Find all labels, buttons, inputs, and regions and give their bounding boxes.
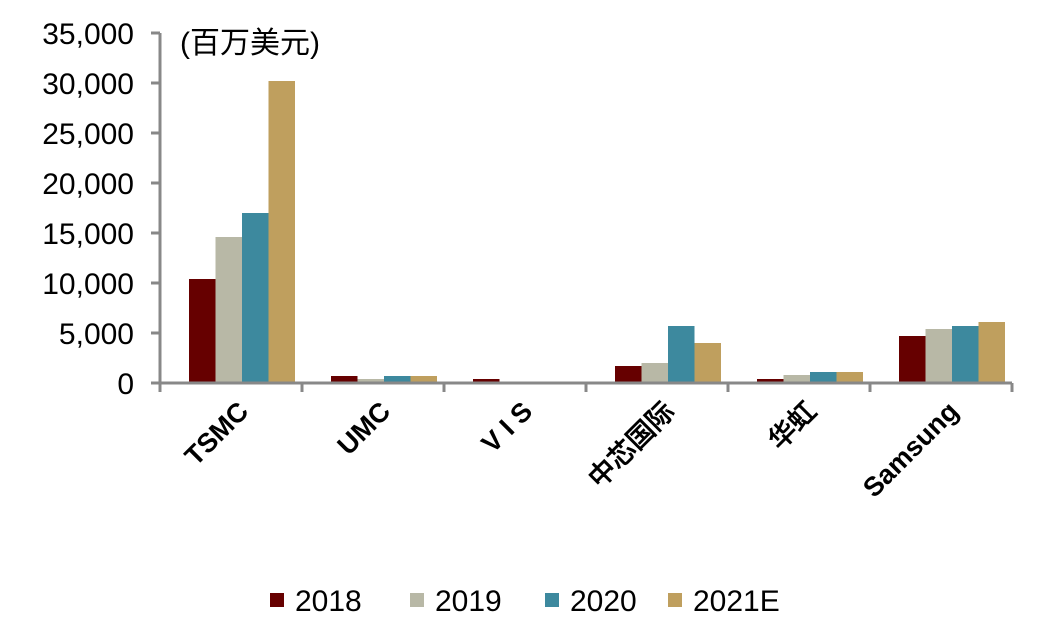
legend-swatch-2021E <box>668 593 682 607</box>
y-tick-label: 5,000 <box>59 318 134 351</box>
y-tick-label: 25,000 <box>42 118 134 151</box>
x-tick-label: 中芯国际 <box>583 396 681 494</box>
x-tick-label: 华虹 <box>762 395 822 455</box>
bar-2018-5 <box>899 336 926 383</box>
y-tick-label: 15,000 <box>42 218 134 251</box>
unit-label: (百万美元) <box>180 27 320 60</box>
bar-2019-5 <box>925 329 952 383</box>
legend-swatch-2020 <box>545 593 559 607</box>
bar-2018-1 <box>331 376 358 383</box>
legend-label: 2021E <box>693 585 780 618</box>
bar-2018-3 <box>615 366 642 383</box>
x-tick-label: Samsung <box>857 396 964 503</box>
legend-swatch-2018 <box>270 593 284 607</box>
bar-2021E-3 <box>694 343 721 383</box>
bar-2019-1 <box>357 379 384 383</box>
bar-2021E-5 <box>978 322 1005 383</box>
bars-layer <box>189 81 1005 383</box>
bar-2020-3 <box>668 326 695 383</box>
bar-2021E-4 <box>836 372 863 383</box>
axes-layer: 0 5,000 10,000 15,000 20,000 25,000 30,000 35,0… <box>42 18 1014 503</box>
bar-2020-4 <box>810 372 837 383</box>
y-tick-label: 10,000 <box>42 268 134 301</box>
legend-label: 2018 <box>295 585 362 618</box>
bar-2018-2 <box>473 379 500 383</box>
y-tick-label: 20,000 <box>42 168 134 201</box>
bar-2021E-1 <box>410 376 437 383</box>
legend: 2018 2019 2020 2021E <box>270 585 780 618</box>
y-tick-label: 0 <box>117 368 134 401</box>
bar-2019-3 <box>641 363 668 383</box>
legend-label: 2019 <box>435 585 502 618</box>
bar-2021E-0 <box>268 81 295 383</box>
y-tick-label: 35,000 <box>42 18 134 51</box>
bar-2020-1 <box>384 376 411 383</box>
x-tick-label: UMC <box>332 396 397 461</box>
x-tick-label: TSMC <box>179 396 254 471</box>
bar-2020-5 <box>952 326 979 383</box>
bar-2018-0 <box>189 279 216 383</box>
bar-2019-4 <box>783 375 810 383</box>
bar-2020-0 <box>242 213 269 383</box>
bar-2018-4 <box>757 379 784 383</box>
bar-2019-0 <box>215 237 242 383</box>
legend-label: 2020 <box>570 585 637 618</box>
x-tick-label: V I S <box>476 396 539 459</box>
legend-swatch-2019 <box>410 593 424 607</box>
y-tick-label: 30,000 <box>42 68 134 101</box>
